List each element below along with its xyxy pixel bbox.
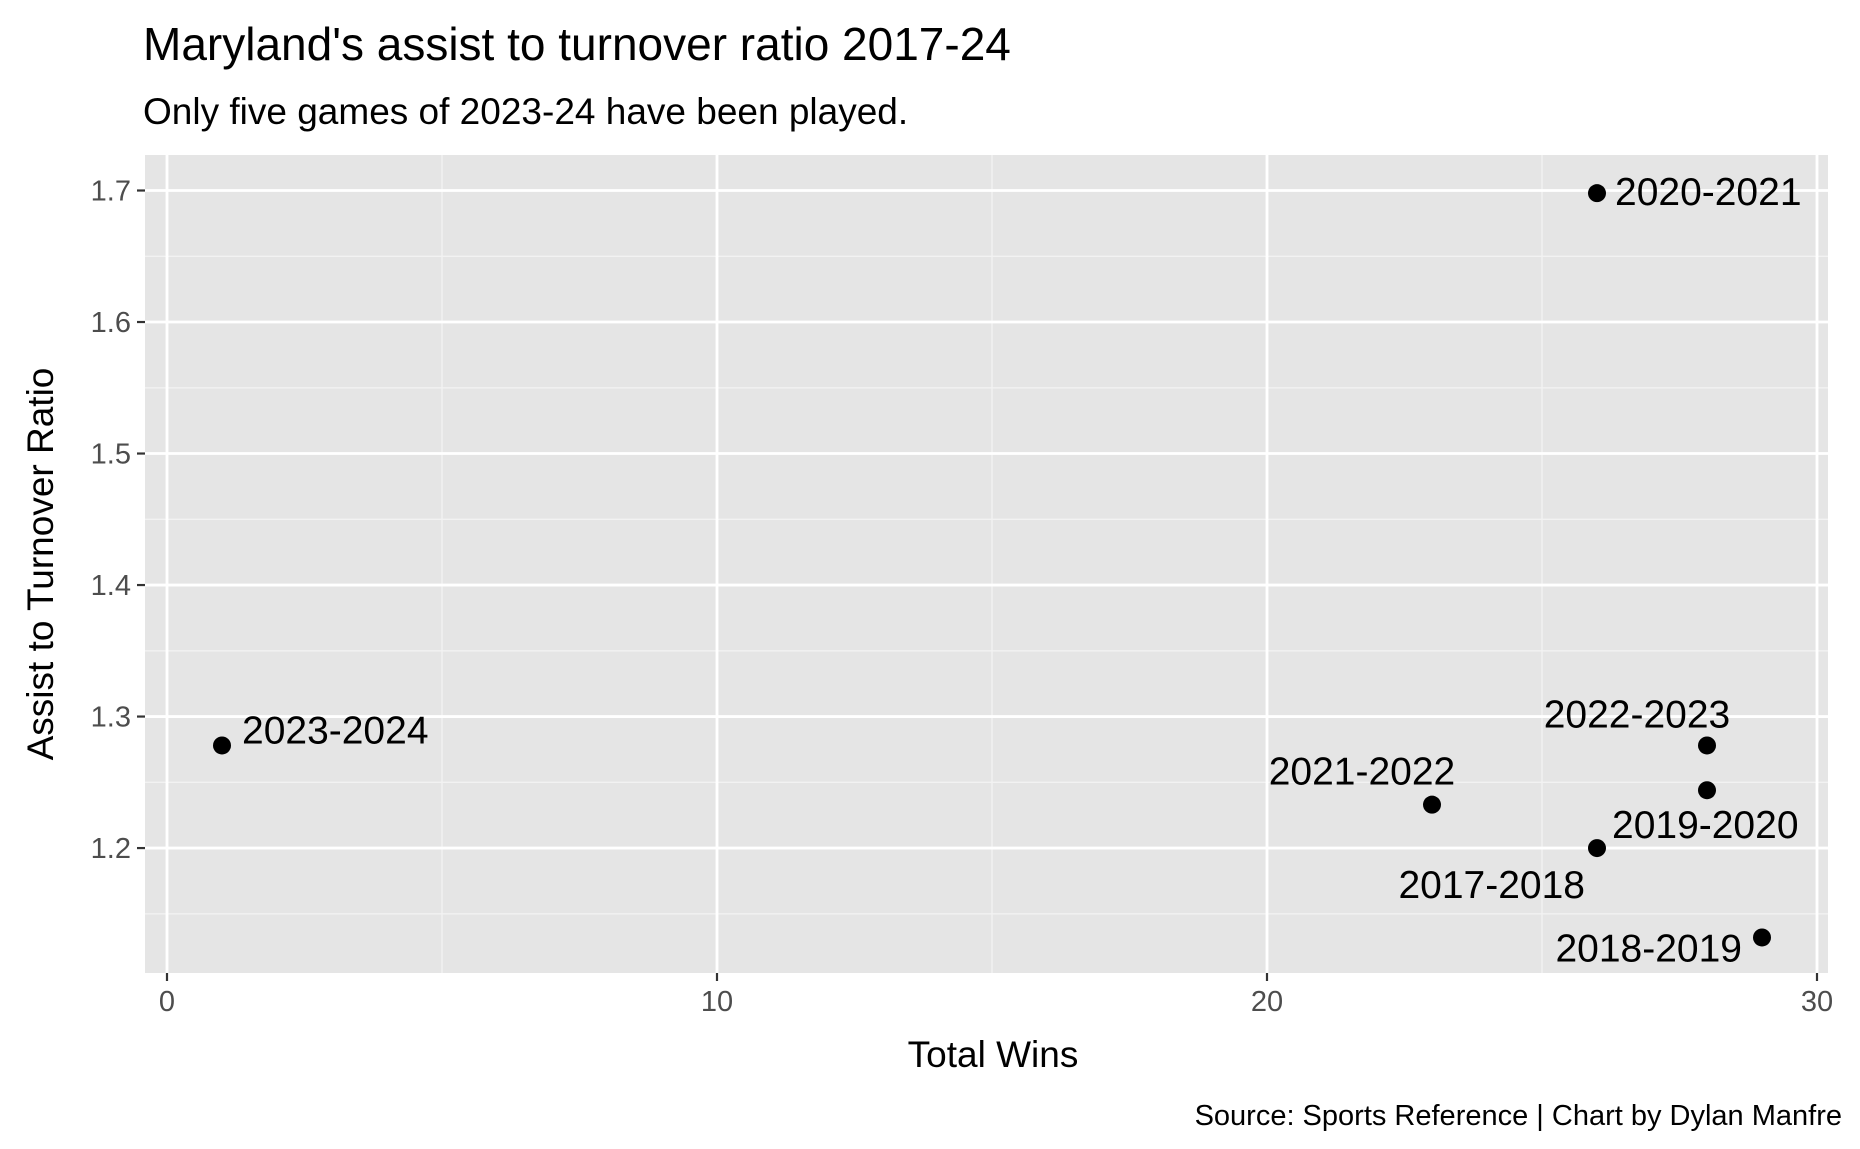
data-point-2017-2018 xyxy=(1588,839,1606,858)
y-tick-label: 1.5 xyxy=(91,439,131,471)
data-label-2019-2020: 2019-2020 xyxy=(1612,804,1799,847)
plot-panel xyxy=(145,155,1828,973)
data-label-2020-2021: 2020-2021 xyxy=(1615,171,1802,214)
x-tick-label: 30 xyxy=(1801,986,1833,1018)
data-point-2022-2023 xyxy=(1698,736,1716,755)
y-tick-label: 1.6 xyxy=(91,307,131,339)
y-axis-title: Assist to Turnover Ratio xyxy=(20,368,61,761)
data-labels: 2017-2018 2018-2019 2019-2020 2020-2021 2021… xyxy=(242,171,1802,970)
data-point-2019-2020 xyxy=(1698,781,1716,800)
chart-title: Maryland's assist to turnover ratio 2017… xyxy=(143,18,1011,70)
x-tick-label: 0 xyxy=(159,986,175,1018)
data-point-2018-2019 xyxy=(1753,928,1771,947)
data-label-2021-2022: 2021-2022 xyxy=(1269,751,1456,794)
data-point-2021-2022 xyxy=(1423,795,1441,814)
x-tick-label: 20 xyxy=(1251,986,1283,1018)
data-point-2023-2024 xyxy=(213,736,231,755)
data-label-2018-2019: 2018-2019 xyxy=(1555,927,1742,970)
data-label-2022-2023: 2022-2023 xyxy=(1544,693,1731,736)
axis-ticks: 0 10 20 30 1.2 1.3 1.4 1.5 1.6 1.7 xyxy=(91,176,1833,1018)
x-axis-title: Total Wins xyxy=(908,1034,1079,1075)
data-label-2017-2018: 2017-2018 xyxy=(1398,864,1585,907)
grid-major xyxy=(145,155,1828,973)
x-tick-label: 10 xyxy=(701,986,733,1018)
y-tick-label: 1.4 xyxy=(91,570,131,602)
data-points xyxy=(213,184,1771,947)
y-tick-label: 1.3 xyxy=(91,702,131,734)
chart-caption: Source: Sports Reference | Chart by Dyla… xyxy=(1195,1100,1842,1132)
data-label-2023-2024: 2023-2024 xyxy=(242,709,429,752)
grid-minor xyxy=(145,155,1828,973)
y-tick-label: 1.7 xyxy=(91,176,131,208)
chart-subtitle: Only five games of 2023-24 have been pla… xyxy=(143,91,908,132)
y-tick-label: 1.2 xyxy=(91,833,131,865)
data-point-2020-2021 xyxy=(1588,184,1606,203)
